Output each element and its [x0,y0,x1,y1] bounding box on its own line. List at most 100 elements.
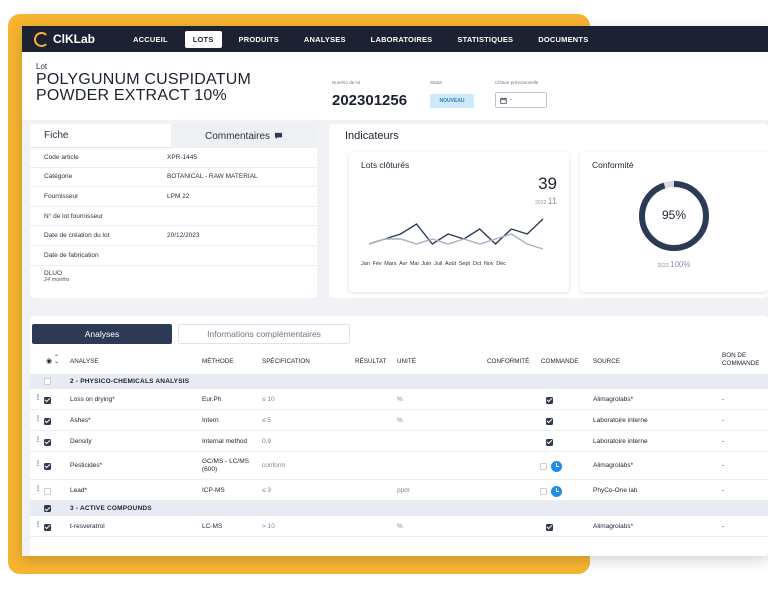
previous-value: 11 [547,196,557,206]
row-checkbox[interactable] [44,417,51,425]
section-checkbox[interactable] [44,378,51,385]
row-checkbox[interactable] [44,462,51,470]
tab-commentaires[interactable]: Commentaires [171,124,317,148]
pending-clock-icon[interactable] [551,460,562,472]
col-analyse[interactable]: ANALYSE [70,358,99,365]
tab-analyses[interactable]: Analyses [32,324,172,344]
col-resultat[interactable]: RÉSULTAT [355,358,387,365]
table-row[interactable]: ⋮ Pesticides* GC/MS - LC/MS (600) conform Al… [30,452,768,480]
conformite-value: 95% [661,208,687,222]
method: GC/MS - LC/MS (600) [202,458,249,473]
conformite-card: Conformité 95% 2022 100% [580,152,768,292]
brand-name: ClKLab [53,32,95,46]
fiche-value: LPM 22 [167,192,190,200]
cloture-label: Clôture prévisionnelle [495,80,539,85]
col-source[interactable]: SOURCE [593,358,620,365]
table-row[interactable]: ⋮ Density Internal method 0.9 Laboratoire in… [30,431,768,452]
commande-checkbox[interactable] [540,487,547,495]
drag-handle-icon[interactable]: ⋮ [35,522,41,528]
nav-item-analyses[interactable]: ANALYSES [303,34,346,44]
lot-label: Lot [36,62,48,71]
method: Eur.Ph [202,396,222,403]
row-checkbox[interactable] [44,487,51,495]
col-unite[interactable]: UNITÉ [397,358,416,365]
logo[interactable]: ClKLab [34,31,95,47]
lot-header: Lot POLYGUNUM CUSPIDATUM POWDER EXTRACT … [22,52,768,112]
method: ICP-MS [202,487,225,494]
col-methode[interactable]: MÉTHODE [202,358,234,365]
tab-fiche[interactable]: Fiche [30,124,171,148]
cloture-date-field[interactable]: - [495,92,547,108]
drag-handle-icon[interactable]: ⋮ [35,461,41,467]
section-checkbox[interactable] [44,505,51,512]
fiche-row: Catégorie BOTANICAL - RAW MATERIAL [30,168,317,188]
fiche-row: N° de lot fournisseur [30,207,317,227]
visibility-icon[interactable]: ◉ [46,358,53,365]
drag-handle-icon[interactable]: ⋮ [35,416,41,422]
table-row[interactable]: ⋮ Ashes* Intern ≤ 5% Laboratoire interne - [30,410,768,431]
cloture-value: - [510,97,512,103]
month-axis: Jan Fév Mars Avr Mai Juin Juil Août Sept Oct Nov Dé… [361,261,509,267]
table-row[interactable]: ⋮ Lead* ICP-MS ≤ 3 ppm PhyCo-One lab - [30,480,768,501]
month-label: Juin [421,261,432,267]
calendar-icon [500,97,507,104]
row-checkbox[interactable] [44,438,51,446]
fiche-key: N° de lot fournisseur [44,212,103,220]
commande-checkbox[interactable] [546,396,553,404]
table-row[interactable]: ⋮ Loss on drying* Eur.Ph ≤ 10% Alimagrolabs*… [30,389,768,410]
nav-item-lots[interactable]: LOTS [184,30,222,48]
unit: % [397,417,403,424]
purchase-order: - [722,523,725,530]
analysis-name: Density [70,438,92,445]
col-specification[interactable]: SPÉCIFICATION [262,358,310,365]
commande-checkbox[interactable] [540,462,547,470]
unit: % [397,523,403,530]
col-bon-de-commande[interactable]: BON DE COMMANDE [722,352,760,367]
series-line-1 [368,233,544,250]
nav-item-accueil[interactable]: ACCUEIL [133,34,168,44]
nav-item-documents[interactable]: DOCUMENTS [538,34,589,44]
purchase-order: - [722,396,725,403]
lots-line-chart [368,218,544,250]
commande-checkbox[interactable] [546,523,553,531]
tab-informations[interactable]: Informations complémentaires [178,324,350,344]
purchase-order: - [722,438,725,445]
nav-item-statistiques[interactable]: STATISTIQUES [457,34,514,44]
pending-clock-icon[interactable] [551,485,562,497]
gauge-arc [639,181,709,251]
nav-item-laboratoires[interactable]: LABORATOIRES [370,34,433,44]
analysis-name: t-resveratrol [70,523,105,530]
analyses-panel: Analyses Informations complémentaires ◉ … [30,316,768,556]
unit: ppm [397,487,410,494]
method: Internal method [202,438,248,445]
status-badge[interactable]: NOUVEAU [430,94,474,108]
nav-item-produits[interactable]: PRODUITS [238,34,279,44]
sort-icon[interactable]: ⌃ ⌄ [54,355,60,365]
lot-number: 202301256 [332,92,408,109]
month-label: Juil [433,261,443,267]
fiche-key: Catégorie [44,173,73,181]
table-row[interactable]: ⋮ t-resveratrol LC-MS > 10% Alimagrolabs* - [30,516,768,537]
row-checkbox[interactable] [44,523,51,531]
section-row: 2 - PHYSICO-CHEMICALS ANALYSIS [30,374,768,389]
purchase-order: - [722,487,725,494]
col-conformite[interactable]: CONFORMITÉ [487,358,530,365]
specification: conform [262,462,286,469]
section-row: 3 - ACTIVE COMPOUNDS [30,501,768,516]
month-label: Oct [472,261,482,267]
app-window: ClKLab ACCUEIL LOTS PRODUITS ANALYSES LABORA… [22,26,768,556]
table-header: ◉ ⌃ ⌄ ANALYSE MÉTHODE SPÉCIFICATION RÉSUL… [30,350,768,374]
commande-checkbox[interactable] [546,417,553,425]
drag-handle-icon[interactable]: ⋮ [35,437,41,443]
page-title: POLYGUNUM CUSPIDATUM POWDER EXTRACT 10% [36,71,251,104]
drag-handle-icon[interactable]: ⋮ [35,486,41,492]
drag-handle-icon[interactable]: ⋮ [35,395,41,401]
top-navbar: ClKLab ACCUEIL LOTS PRODUITS ANALYSES LABORA… [22,26,768,52]
month-label: Mars [384,261,397,267]
fiche-key: Fournisseur [44,192,79,200]
col-commande[interactable]: COMMANDE [541,358,579,365]
commande-checkbox[interactable] [546,438,553,446]
fiche-value: XPR-1445 [167,153,197,161]
source: Laboratoire interne [593,417,648,424]
row-checkbox[interactable] [44,396,51,404]
